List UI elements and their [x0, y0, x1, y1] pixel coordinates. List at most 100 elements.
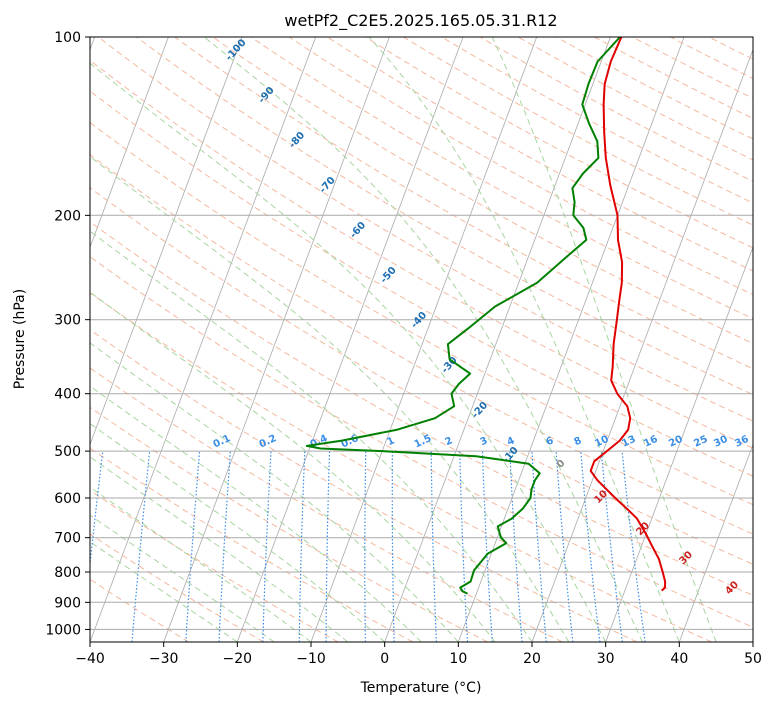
isotherm-line	[310, 37, 538, 642]
plot-frame	[89, 36, 754, 643]
x-tick-label: −40	[75, 651, 105, 667]
dry-adiabat-line	[90, 221, 753, 596]
mixing-ratio-line	[459, 451, 469, 642]
x-tick-label: −30	[149, 651, 179, 667]
y-tick-label: 800	[54, 565, 81, 581]
axes: −40 −30 −20 −10 0 10 20 30 40 50 100 200 300 400 500 60…	[45, 30, 762, 667]
y-tick-label: 1000	[45, 622, 81, 638]
mixing-ratio-label: 3	[478, 435, 489, 448]
y-tick-label: 700	[54, 531, 81, 547]
dry-adiabat-line	[90, 329, 638, 642]
chart-title: wetPf2_C2E5.2025.165.05.31.R12	[284, 11, 557, 31]
mixing-ratio-line	[325, 451, 331, 642]
dry-adiabat-line	[174, 37, 753, 370]
mixing-ratio-line	[555, 451, 574, 642]
dry-adiabat-line	[90, 447, 414, 642]
mixing-ratio-label: 13	[620, 434, 637, 450]
mixing-ratio-label: 1	[385, 435, 396, 448]
y-tick-label: 300	[54, 313, 81, 329]
moist-adiabat-line	[368, 37, 680, 642]
dry-adiabat-line	[90, 121, 753, 506]
x-tick-label: 40	[670, 651, 688, 667]
moist-adiabat-line	[90, 385, 422, 642]
y-tick-label: 400	[54, 387, 81, 403]
pressure-gridlines	[90, 214, 753, 630]
moist-adiabat-line	[90, 230, 533, 642]
mixing-ratio-line	[430, 451, 437, 642]
y-tick-label: 600	[54, 491, 81, 507]
x-tick-label: 0	[380, 651, 389, 667]
mixing-ratio-line	[391, 451, 395, 642]
isotherm-line	[605, 246, 753, 642]
dry-adiabat-line	[288, 37, 753, 296]
y-tick-label: 100	[54, 30, 81, 46]
dry-adiabat-line	[479, 37, 753, 182]
isotherm-line	[236, 37, 464, 642]
x-tick-label: 50	[744, 651, 762, 667]
isotherm-line	[90, 37, 243, 446]
mixing-ratio-line	[262, 451, 272, 642]
dry-adiabat-line	[517, 37, 753, 161]
dry-adiabat-line	[441, 37, 753, 204]
moist-adiabat-line	[491, 37, 717, 642]
temperature-profile-line	[589, 37, 667, 592]
dry-adiabat-line	[327, 37, 753, 272]
isotherm-line	[90, 37, 317, 642]
mixing-ratio-label: 6	[544, 435, 555, 448]
dry-adiabat-line	[136, 37, 753, 396]
mixing-ratio-line	[509, 451, 523, 642]
dry-adiabat-line	[90, 292, 712, 642]
mixing-ratio-line	[90, 451, 104, 570]
isotherm-line	[163, 37, 390, 642]
mixing-ratio-line	[600, 451, 623, 642]
mixing-ratio-label: 8	[572, 435, 583, 448]
y-tick-label: 900	[54, 595, 81, 611]
dry-adiabat-line	[90, 406, 488, 642]
isotherm-line	[678, 443, 753, 642]
mixing-ratio-line	[580, 451, 601, 642]
mixing-ratio-label: 2	[443, 435, 454, 448]
isotherm-line	[531, 48, 753, 642]
mixing-ratio-line	[531, 451, 547, 642]
dry-adiabat-line	[250, 37, 753, 320]
dry-adiabat-line	[555, 37, 753, 140]
y-tick-label: 200	[54, 208, 81, 224]
dewpoint-profile-line	[305, 37, 621, 595]
mixing-ratio-line	[481, 451, 493, 642]
dry-adiabat-line	[365, 37, 753, 249]
mixing-ratio-label: 20	[667, 434, 684, 450]
moist-adiabat-line	[90, 422, 386, 642]
profiles	[305, 37, 667, 595]
y-axis-label: Pressure (hPa)	[12, 289, 28, 389]
isotherm-line	[384, 37, 611, 642]
mixing-ratio-line	[364, 451, 367, 642]
x-tick-label: −20	[223, 651, 253, 667]
x-tick-label: −10	[296, 651, 326, 667]
isotherm-line	[457, 37, 685, 642]
mixing-ratio-label: 16	[642, 434, 659, 450]
dry-adiabat-line	[212, 37, 753, 345]
mixing-ratio-label: 25	[692, 434, 709, 450]
moist-adiabat-line	[90, 155, 570, 642]
mixing-ratio-line	[298, 451, 306, 642]
mixing-ratio-line	[131, 451, 151, 642]
x-tick-label: 10	[449, 651, 467, 667]
x-tick-label: 20	[523, 651, 541, 667]
dry-adiabat-line	[403, 37, 753, 226]
moist-adiabat-line	[203, 37, 643, 642]
mixing-ratio-line	[218, 451, 231, 642]
moist-adiabat-line	[90, 291, 496, 642]
mixing-ratio-label: 4	[505, 435, 516, 448]
mixing-ratio-label: 36	[733, 434, 750, 450]
mixing-ratio-label: 10	[593, 434, 610, 450]
x-tick-label: 30	[597, 651, 615, 667]
mixing-ratio-line	[621, 451, 646, 642]
dry-adiabat-line	[90, 256, 753, 628]
mixing-ratio-label: 30	[712, 434, 729, 450]
isotherm-line	[90, 37, 169, 249]
mixing-ratio-line	[185, 451, 201, 642]
dry-adiabat-line	[90, 533, 264, 642]
background-lines	[90, 37, 753, 642]
x-axis-label: Temperature (°C)	[360, 680, 482, 696]
